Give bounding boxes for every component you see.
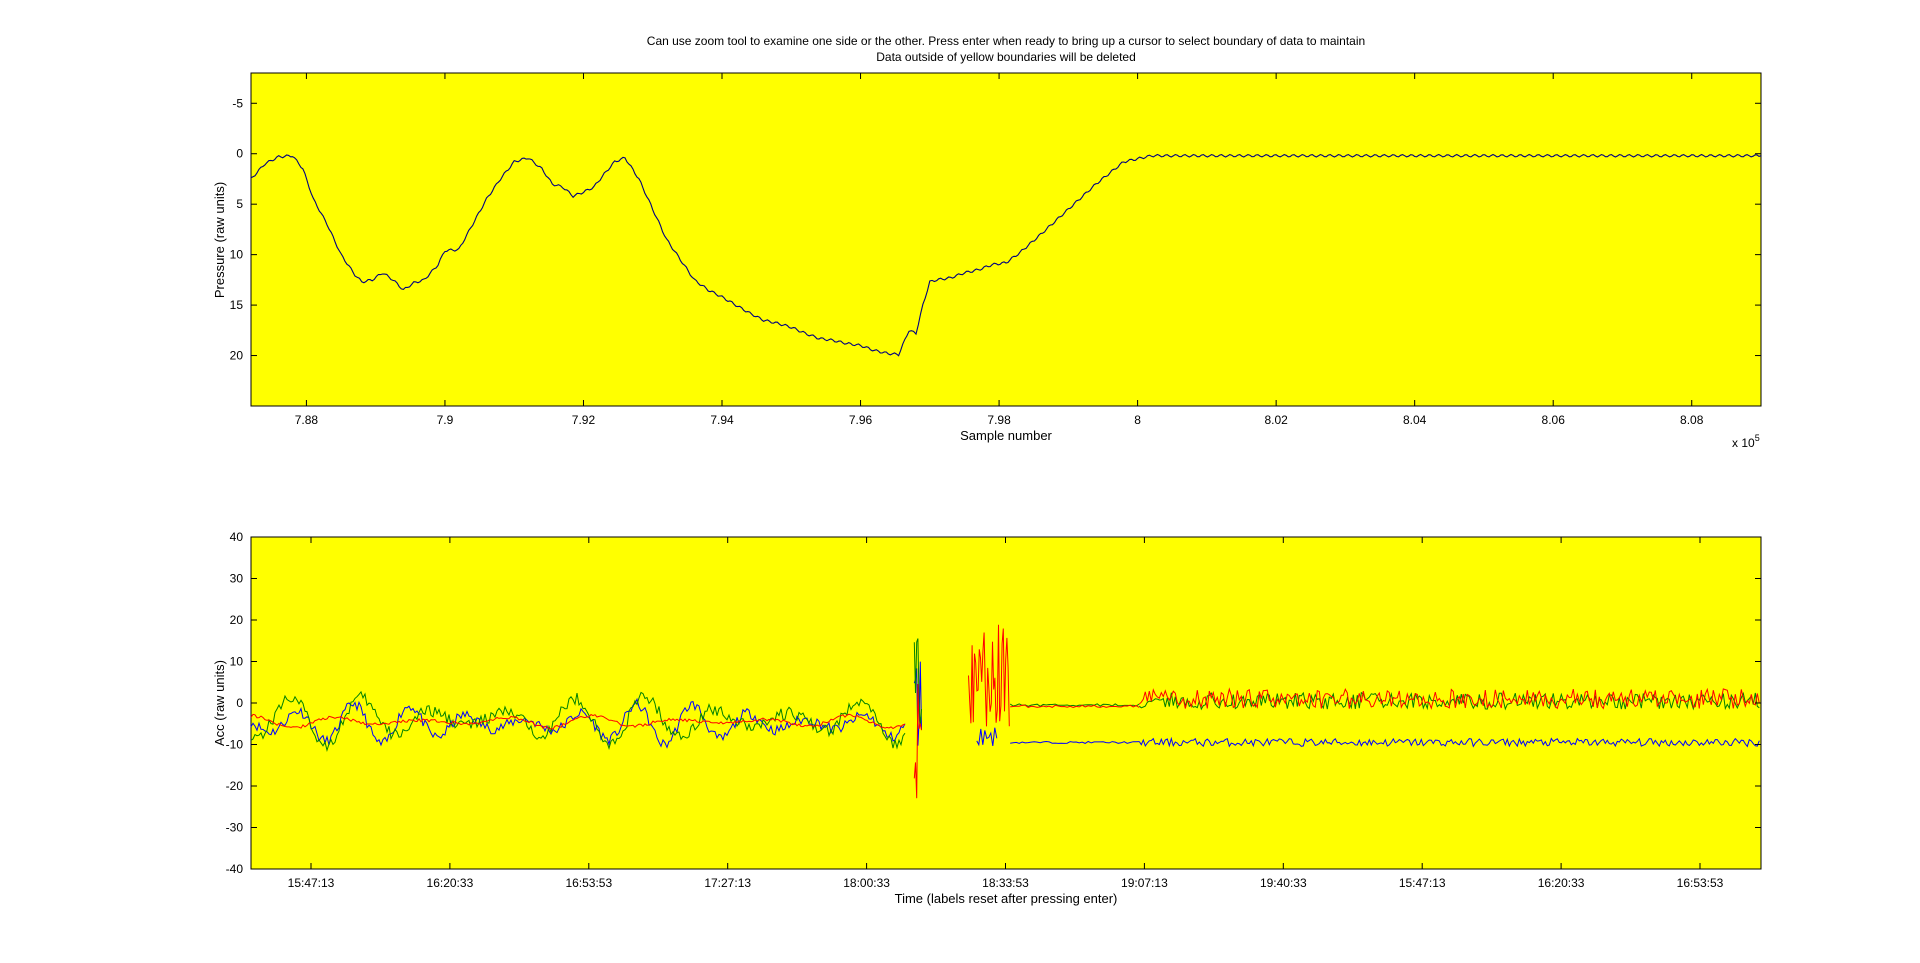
pressure-x-axis-label: Sample number	[960, 428, 1052, 443]
pressure-y-ticks: -5 0 5 10 15 20	[230, 96, 1761, 363]
pressure-x-tick-label: 8.04	[1403, 413, 1427, 427]
acc-y-tick-label: -20	[226, 779, 244, 793]
acc-y-ticks: -40 -30 -20 -10 0 10 20 30 40	[226, 530, 1761, 876]
acc-x-tick-label: 15:47:13	[1399, 876, 1446, 890]
acc-series	[250, 624, 1760, 799]
acc-x-axis-label: Time (labels reset after pressing enter)	[895, 891, 1118, 906]
pressure-x-multiplier: x 105	[1732, 433, 1760, 450]
acc-x-tick-label: 16:20:33	[427, 876, 474, 890]
pressure-y-tick-label: 15	[230, 298, 244, 312]
acc-series-line	[1010, 704, 1140, 709]
pressure-axes[interactable]: -5 0 5 10 15 20 7.88 7.9 7.92 7.94 7.96 7.98 8 8.02 8…	[212, 72, 1762, 450]
pressure-y-tick-label: 20	[230, 349, 244, 363]
pressure-x-tick-label: 7.96	[849, 413, 873, 427]
acc-series-line	[1010, 740, 1140, 744]
acc-x-tick-label: 19:07:13	[1121, 876, 1168, 890]
pressure-x-tick-label: 8	[1134, 413, 1141, 427]
pressure-series	[250, 153, 1762, 357]
acc-series-line	[968, 624, 1010, 727]
acc-series-line	[250, 690, 906, 753]
acc-y-tick-label: 30	[230, 572, 244, 586]
acc-y-tick-label: 0	[236, 696, 243, 710]
pressure-x-tick-label: 7.94	[710, 413, 734, 427]
pressure-x-multiplier-exponent: 5	[1755, 433, 1760, 443]
pressure-x-tick-label: 7.88	[295, 413, 319, 427]
pressure-x-tick-label: 7.9	[437, 413, 454, 427]
pressure-x-tick-label: 8.08	[1680, 413, 1704, 427]
acc-y-tick-label: -40	[226, 862, 244, 876]
acc-series-line	[1138, 687, 1760, 710]
acc-y-tick-label: -30	[226, 821, 244, 835]
acc-series-line	[976, 727, 998, 747]
pressure-y-tick-label: -5	[232, 96, 243, 110]
acc-x-tick-label: 15:47:13	[288, 876, 335, 890]
acc-x-tick-label: 16:53:53	[565, 876, 612, 890]
pressure-x-tick-label: 8.06	[1542, 413, 1566, 427]
pressure-series-line	[250, 153, 1762, 357]
acc-series-line	[1138, 736, 1760, 748]
acc-plot-area[interactable]	[250, 536, 1762, 870]
figure-title-line1: Can use zoom tool to examine one side or…	[647, 34, 1365, 48]
pressure-y-tick-label: 0	[236, 147, 243, 161]
pressure-y-tick-label: 5	[236, 197, 243, 211]
pressure-x-ticks: 7.88 7.9 7.92 7.94 7.96 7.98 8 8.02 8.04 8.06 8.08	[295, 73, 1704, 427]
pressure-plot-area[interactable]	[250, 72, 1762, 407]
acc-y-tick-label: 10	[230, 655, 244, 669]
acc-x-tick-label: 16:53:53	[1677, 876, 1724, 890]
acc-series-line	[913, 683, 922, 799]
pressure-x-tick-label: 7.92	[572, 413, 596, 427]
acc-x-ticks: 15:47:13 16:20:33 16:53:53 17:27:13 18:00:33…	[288, 537, 1724, 890]
acc-series-line	[1009, 703, 1140, 707]
pressure-x-tick-label: 7.98	[987, 413, 1011, 427]
acc-x-tick-label: 17:27:13	[704, 876, 751, 890]
acc-y-axis-label: Acc (raw units)	[212, 660, 227, 746]
acc-axes[interactable]: -40 -30 -20 -10 0 10 20 30 40 15:47:13 16:20:33 16…	[212, 530, 1762, 906]
acc-y-tick-label: 20	[230, 613, 244, 627]
acc-x-tick-label: 19:40:33	[1260, 876, 1307, 890]
acc-x-tick-label: 18:33:53	[982, 876, 1029, 890]
pressure-y-tick-label: 10	[230, 248, 244, 262]
figure-title-line2: Data outside of yellow boundaries will b…	[876, 50, 1136, 64]
acc-y-tick-label: -10	[226, 738, 244, 752]
acc-series-line	[250, 713, 906, 730]
acc-y-tick-label: 40	[230, 530, 244, 544]
pressure-y-axis-label: Pressure (raw units)	[212, 182, 227, 298]
pressure-x-tick-label: 8.02	[1264, 413, 1288, 427]
acc-x-tick-label: 16:20:33	[1538, 876, 1585, 890]
acc-series-line	[250, 697, 906, 749]
acc-x-tick-label: 18:00:33	[843, 876, 890, 890]
